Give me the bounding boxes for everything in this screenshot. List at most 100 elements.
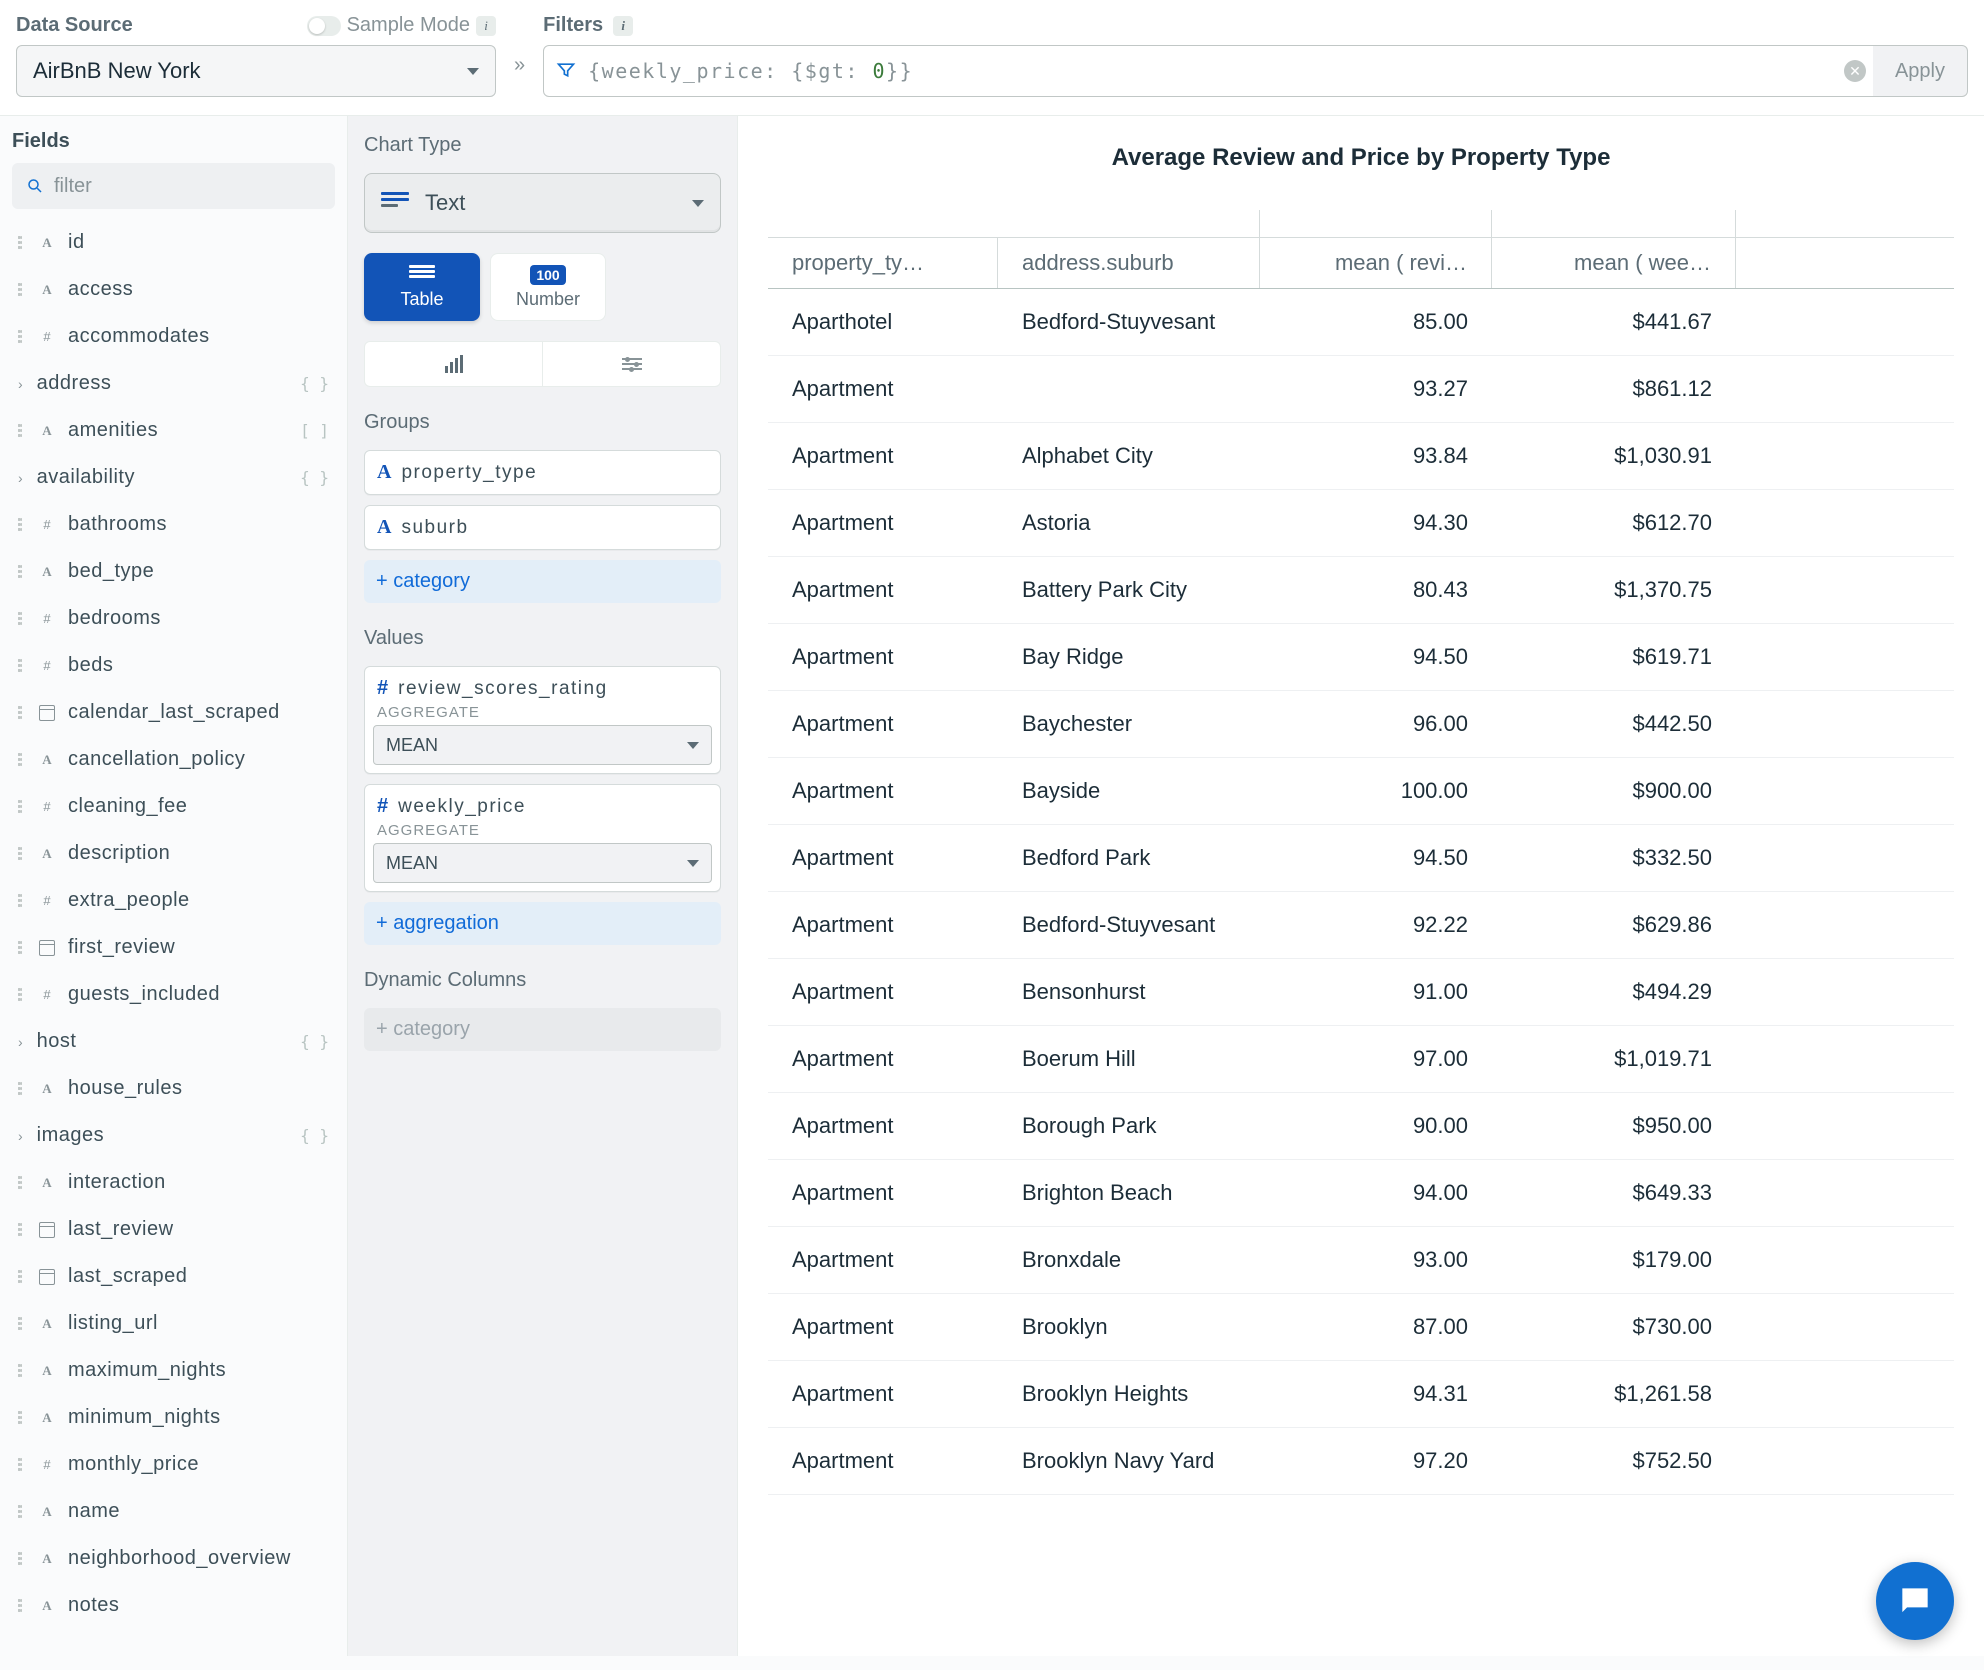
value-chip[interactable]: #review_scores_rating <box>365 669 720 704</box>
group-chip-property-type[interactable]: Aproperty_type <box>364 450 721 495</box>
field-item[interactable]: ›availability{ } <box>12 454 335 501</box>
table-cell: Brooklyn Heights <box>998 1361 1260 1427</box>
data-source-select[interactable]: AirBnB New York <box>16 45 496 97</box>
drag-handle-icon <box>18 1505 26 1518</box>
table-row[interactable]: ApartmentBrooklyn Navy Yard97.20$752.50 <box>768 1428 1954 1495</box>
field-item[interactable]: #beds <box>12 642 335 689</box>
info-icon[interactable]: i <box>613 16 633 36</box>
table-row[interactable]: AparthotelBedford-Stuyvesant85.00$441.67 <box>768 289 1954 356</box>
settings-mode-button[interactable] <box>543 342 720 386</box>
field-item[interactable]: #accommodates <box>12 313 335 360</box>
table-row[interactable]: ApartmentBorough Park90.00$950.00 <box>768 1093 1954 1160</box>
field-item[interactable]: calendar_last_scraped <box>12 689 335 736</box>
field-item[interactable]: Anotes <box>12 1582 335 1629</box>
field-item[interactable]: Aneighborhood_overview <box>12 1535 335 1582</box>
field-item[interactable]: #extra_people <box>12 877 335 924</box>
table-row[interactable]: ApartmentBaychester96.00$442.50 <box>768 691 1954 758</box>
table-row[interactable]: ApartmentBedford-Stuyvesant92.22$629.86 <box>768 892 1954 959</box>
column-header[interactable]: property_ty… <box>768 238 998 288</box>
fields-search-input[interactable]: filter <box>12 163 335 209</box>
table-cell: $900.00 <box>1492 758 1736 824</box>
field-item[interactable]: #bathrooms <box>12 501 335 548</box>
field-item[interactable]: first_review <box>12 924 335 971</box>
field-item[interactable]: #cleaning_fee <box>12 783 335 830</box>
field-item[interactable]: Aaccess <box>12 266 335 313</box>
field-item[interactable]: Abed_type <box>12 548 335 595</box>
table-row[interactable]: ApartmentBrooklyn Heights94.31$1,261.58 <box>768 1361 1954 1428</box>
field-item[interactable]: ›host{ } <box>12 1018 335 1065</box>
table-row[interactable]: Apartment93.27$861.12 <box>768 356 1954 423</box>
field-item[interactable]: Acancellation_policy <box>12 736 335 783</box>
field-item[interactable]: Amaximum_nights <box>12 1347 335 1394</box>
table-cell: 94.50 <box>1260 624 1492 690</box>
table-row[interactable]: ApartmentBrooklyn87.00$730.00 <box>768 1294 1954 1361</box>
table-cell: $861.12 <box>1492 356 1736 422</box>
info-icon[interactable]: i <box>476 16 496 36</box>
aggregate-select[interactable]: MEAN <box>373 725 712 765</box>
value-chip[interactable]: #weekly_price <box>365 787 720 822</box>
calendar-type-icon <box>36 1269 58 1285</box>
table-row[interactable]: ApartmentBoerum Hill97.00$1,019.71 <box>768 1026 1954 1093</box>
field-item[interactable]: #guests_included <box>12 971 335 1018</box>
add-dynamic-category-button[interactable]: + category <box>364 1008 721 1051</box>
field-name: host <box>37 1030 77 1053</box>
add-aggregation-button[interactable]: + aggregation <box>364 902 721 945</box>
table-cell: 94.31 <box>1260 1361 1492 1427</box>
table-cell: $1,261.58 <box>1492 1361 1736 1427</box>
table-cell: Apartment <box>768 1294 998 1360</box>
field-item[interactable]: #monthly_price <box>12 1441 335 1488</box>
field-name: monthly_price <box>68 1453 199 1476</box>
drag-handle-icon <box>18 612 26 625</box>
chat-fab[interactable] <box>1876 1562 1954 1640</box>
clear-filter-icon[interactable]: ✕ <box>1844 60 1866 82</box>
field-item[interactable]: Aamenities[ ] <box>12 407 335 454</box>
table-cell: Apartment <box>768 423 998 489</box>
table-row[interactable]: ApartmentBay Ridge94.50$619.71 <box>768 624 1954 691</box>
field-item[interactable]: last_review <box>12 1206 335 1253</box>
tab-table[interactable]: Table <box>364 253 480 321</box>
text-type-icon: A <box>36 1598 58 1614</box>
add-category-button[interactable]: + category <box>364 560 721 603</box>
chart-mode-button[interactable] <box>365 342 543 386</box>
table-row[interactable]: ApartmentBayside100.00$900.00 <box>768 758 1954 825</box>
table-row[interactable]: ApartmentAstoria94.30$612.70 <box>768 490 1954 557</box>
column-header[interactable]: address.suburb <box>998 238 1260 288</box>
aggregate-select[interactable]: MEAN <box>373 843 712 883</box>
filters-group: Filters i {weekly_price: {$gt: 0}} ✕ App… <box>543 14 1968 97</box>
chart-type-select[interactable]: Text <box>364 173 721 233</box>
sample-mode-toggle[interactable] <box>307 16 341 36</box>
field-item[interactable]: Aid <box>12 219 335 266</box>
field-item[interactable]: last_scraped <box>12 1253 335 1300</box>
apply-button[interactable]: Apply <box>1873 45 1968 97</box>
field-item[interactable]: #bedrooms <box>12 595 335 642</box>
table-cell: 100.00 <box>1260 758 1492 824</box>
sliders-icon <box>622 358 642 370</box>
group-chip-suburb[interactable]: Asuburb <box>364 505 721 550</box>
field-item[interactable]: ›images{ } <box>12 1112 335 1159</box>
table-row[interactable]: ApartmentBedford Park94.50$332.50 <box>768 825 1954 892</box>
field-item[interactable]: ›address{ } <box>12 360 335 407</box>
table-row[interactable]: ApartmentBattery Park City80.43$1,370.75 <box>768 557 1954 624</box>
table-cell: 97.20 <box>1260 1428 1492 1494</box>
table-cell: 96.00 <box>1260 691 1492 757</box>
calendar-type-icon <box>36 940 58 956</box>
tab-number[interactable]: 100 Number <box>490 253 606 321</box>
field-item[interactable]: Ahouse_rules <box>12 1065 335 1112</box>
drag-handle-icon <box>18 1317 26 1330</box>
number-type-icon: # <box>377 795 388 818</box>
field-item[interactable]: Alisting_url <box>12 1300 335 1347</box>
table-cell: 93.84 <box>1260 423 1492 489</box>
field-item[interactable]: Aname <box>12 1488 335 1535</box>
number-type-icon: # <box>36 329 58 344</box>
filter-input[interactable]: {weekly_price: {$gt: 0}} ✕ <box>543 45 1879 97</box>
field-item[interactable]: Ainteraction <box>12 1159 335 1206</box>
table-cell: Apartment <box>768 892 998 958</box>
table-row[interactable]: ApartmentAlphabet City93.84$1,030.91 <box>768 423 1954 490</box>
table-row[interactable]: ApartmentBrighton Beach94.00$649.33 <box>768 1160 1954 1227</box>
table-row[interactable]: ApartmentBronxdale93.00$179.00 <box>768 1227 1954 1294</box>
column-header[interactable]: mean ( revi… <box>1260 238 1492 288</box>
column-header[interactable]: mean ( wee… <box>1492 238 1736 288</box>
field-item[interactable]: Aminimum_nights <box>12 1394 335 1441</box>
field-item[interactable]: Adescription <box>12 830 335 877</box>
table-row[interactable]: ApartmentBensonhurst91.00$494.29 <box>768 959 1954 1026</box>
